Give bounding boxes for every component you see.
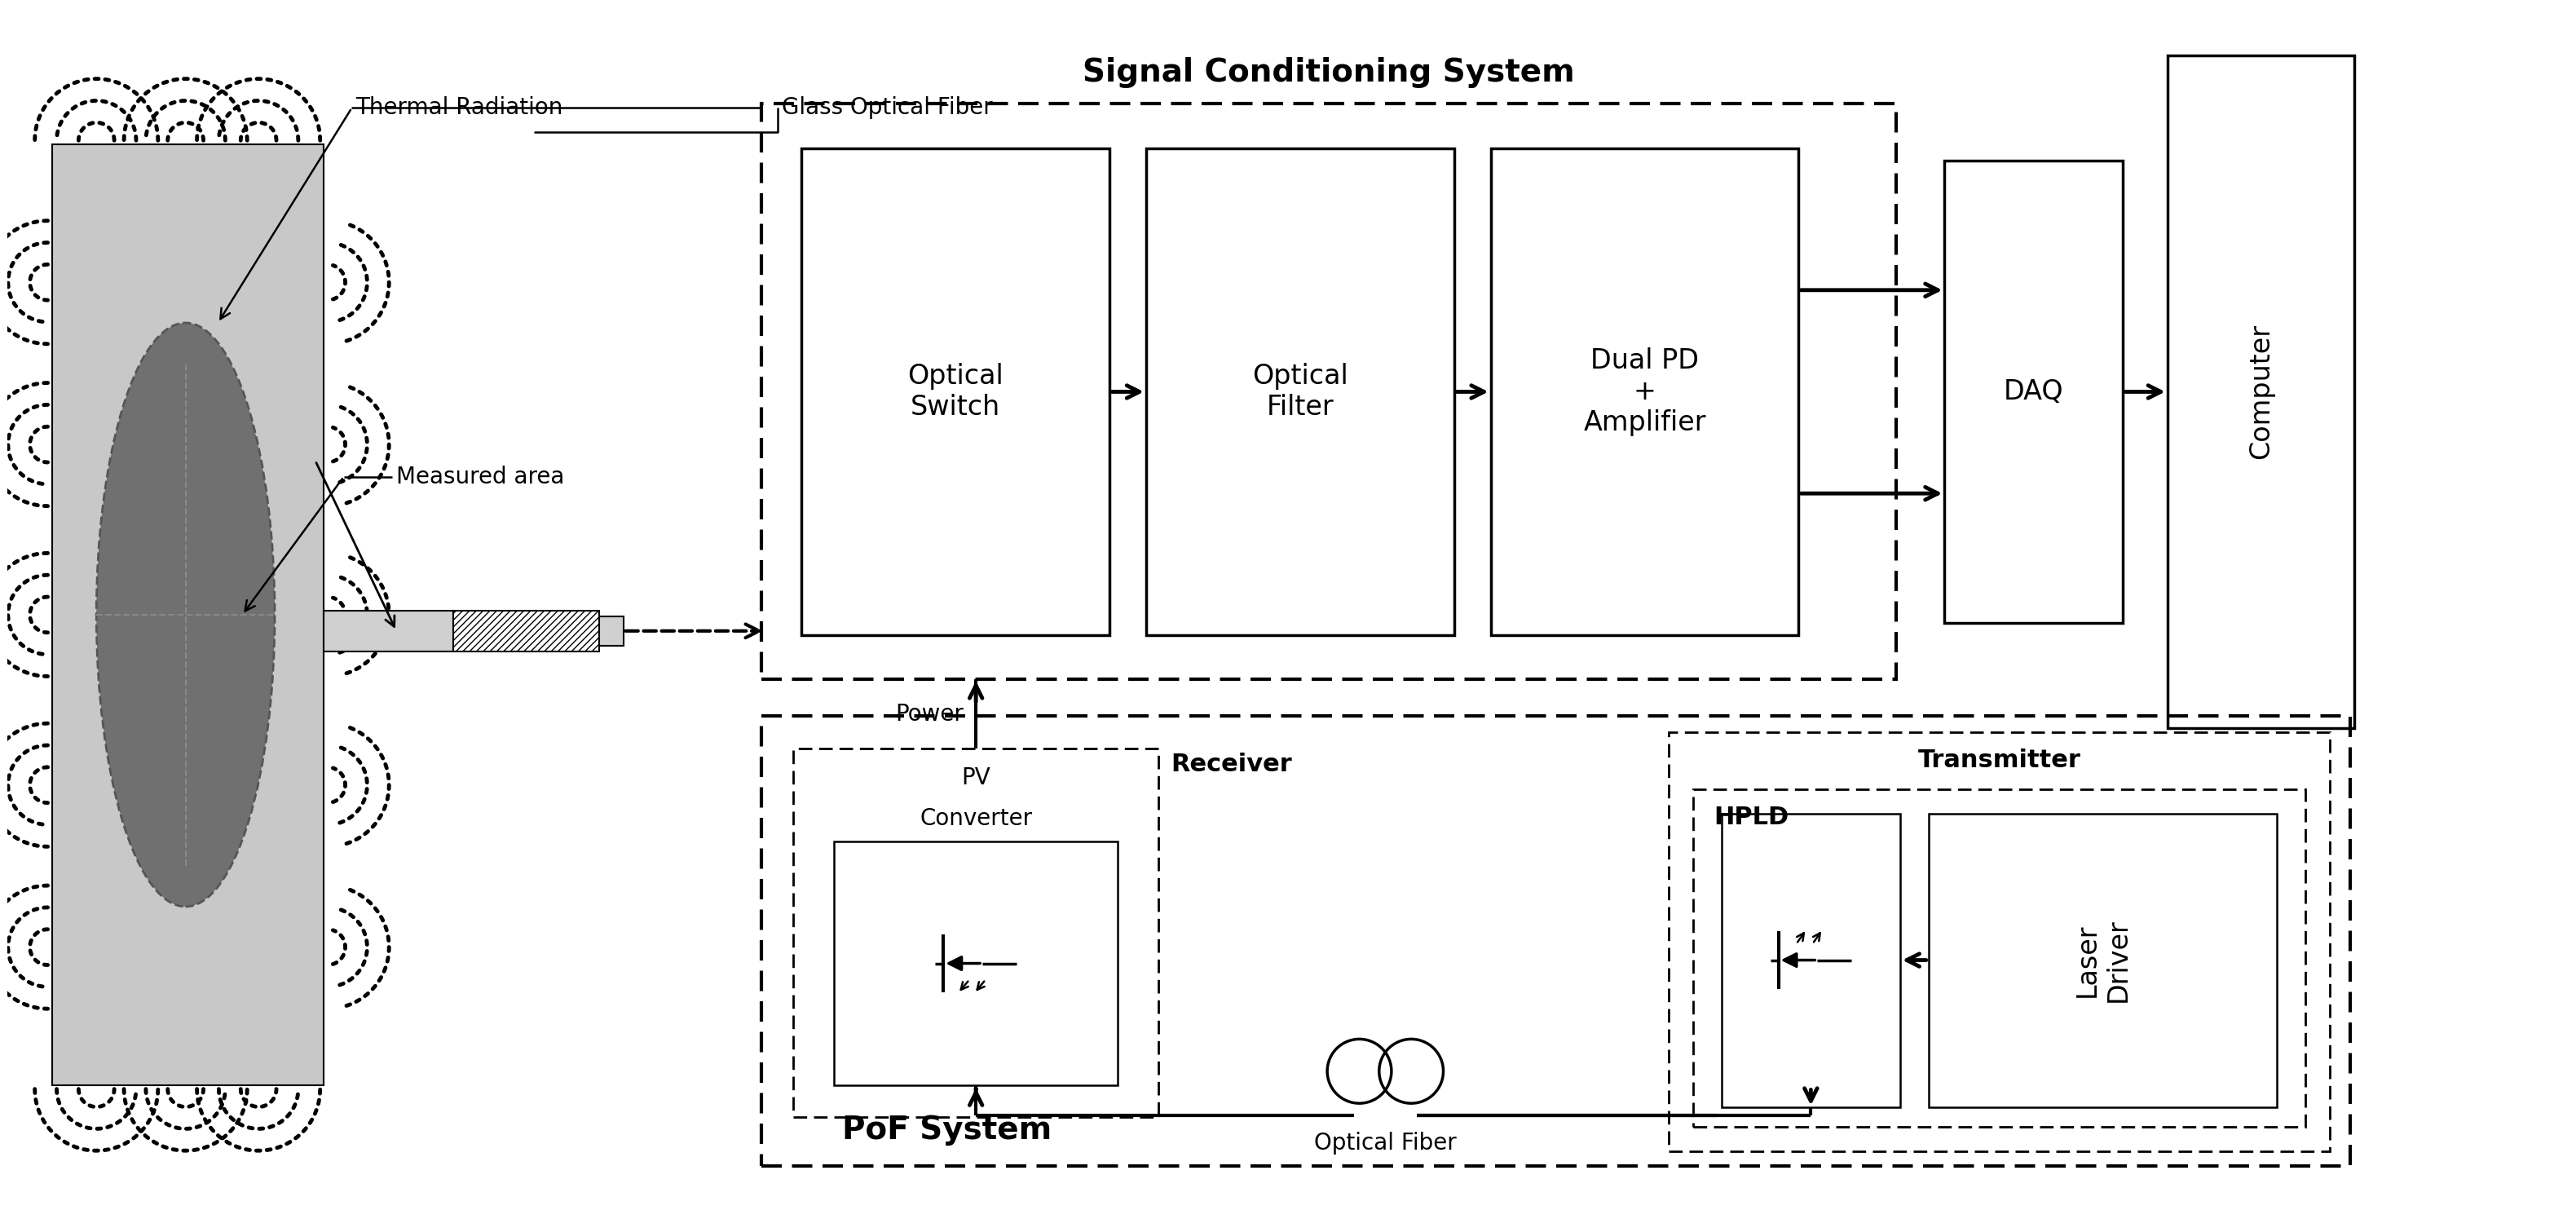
Bar (600, 616, 623, 646)
Bar (793, 749, 1159, 1117)
Bar (835, 842, 1118, 1085)
Bar (801, 149, 1110, 635)
Text: Transmitter: Transmitter (1919, 749, 2081, 772)
Bar (1721, 813, 1901, 1107)
Bar (453, 611, 600, 651)
Bar (1929, 813, 2277, 1107)
Bar (1669, 732, 2329, 1152)
Text: DAQ: DAQ (2004, 379, 2063, 405)
Text: Laser
Driver: Laser Driver (2074, 918, 2133, 1002)
Text: Thermal Radiation: Thermal Radiation (355, 97, 564, 120)
Text: PoF System: PoF System (842, 1114, 1051, 1146)
Text: Optical
Filter: Optical Filter (1252, 363, 1347, 421)
Bar (325, 611, 453, 651)
Bar (2166, 56, 2354, 728)
Text: Receiver: Receiver (1170, 753, 1293, 776)
Bar (760, 716, 2349, 1166)
Text: Computer: Computer (2246, 324, 2275, 460)
Bar (1492, 149, 1798, 635)
Text: Measured area: Measured area (397, 466, 564, 489)
Text: PV: PV (961, 766, 992, 789)
Bar (760, 104, 1896, 680)
Polygon shape (52, 144, 325, 1085)
Text: HPLD: HPLD (1713, 806, 1788, 829)
Text: Power: Power (896, 703, 963, 726)
Ellipse shape (95, 323, 276, 906)
Bar (1146, 149, 1455, 635)
Text: Optical Fiber: Optical Fiber (1314, 1133, 1455, 1154)
Text: Converter: Converter (920, 807, 1033, 830)
Text: Glass Optical Fiber: Glass Optical Fiber (781, 97, 992, 120)
Text: Signal Conditioning System: Signal Conditioning System (1082, 57, 1574, 87)
Text: Dual PD
+
Amplifier: Dual PD + Amplifier (1584, 347, 1705, 437)
Text: Optical
Switch: Optical Switch (907, 363, 1005, 421)
Bar (1692, 789, 2306, 1128)
Bar (1945, 161, 2123, 623)
